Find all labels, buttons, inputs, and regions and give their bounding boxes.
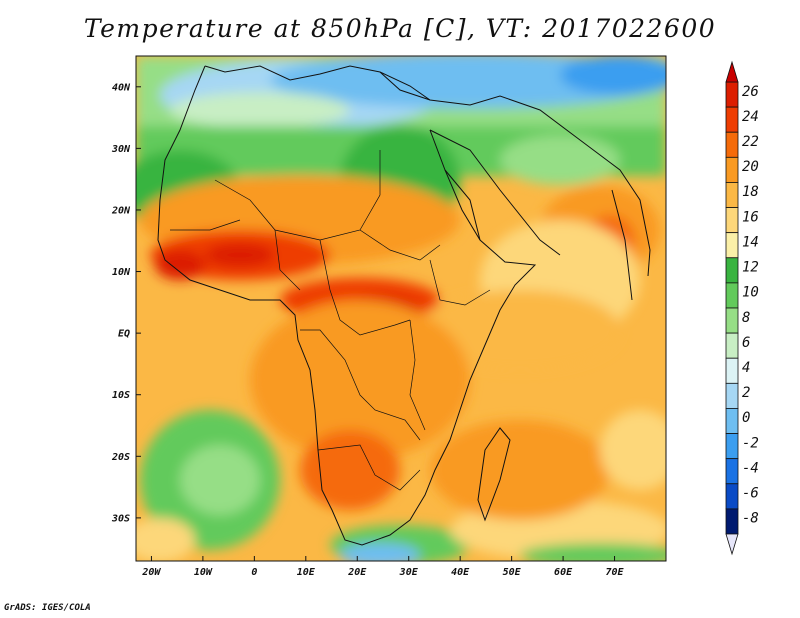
colorbar-label: 22 bbox=[742, 134, 759, 150]
colorbar-label: 6 bbox=[742, 335, 750, 351]
colorbar-under-triangle bbox=[725, 533, 739, 556]
colorbar-label: 10 bbox=[742, 285, 759, 301]
x-tick-label: 20E bbox=[347, 567, 367, 578]
colorbar-swatch bbox=[725, 408, 739, 434]
colorbar-label: -2 bbox=[742, 435, 759, 451]
colorbar-swatch bbox=[725, 458, 739, 485]
latitude-ticks: 40N 30N 20N 10N EQ 10S 20S 30S bbox=[111, 82, 141, 524]
colorbar-swatch bbox=[725, 508, 739, 535]
grads-footer: GrADS: IGES/COLA bbox=[4, 603, 91, 613]
colorbar-label: 16 bbox=[742, 209, 759, 225]
colorbar-label: 2 bbox=[742, 385, 750, 401]
x-tick-label: 20W bbox=[141, 567, 161, 578]
colorbar-label: 8 bbox=[742, 310, 750, 326]
colorbar-label: -8 bbox=[742, 511, 759, 527]
y-tick-label: 10N bbox=[112, 267, 131, 278]
x-tick-label: 40E bbox=[451, 567, 470, 578]
colorbar-over-triangle bbox=[725, 60, 739, 83]
y-tick-label: EQ bbox=[118, 329, 130, 340]
colorbar-swatch bbox=[725, 307, 739, 334]
x-tick-label: 50E bbox=[503, 567, 522, 578]
colorbar-swatch bbox=[725, 433, 739, 460]
x-tick-label: 10W bbox=[194, 567, 213, 578]
x-tick-label: 10E bbox=[297, 567, 316, 578]
colorbar-label: 26 bbox=[742, 84, 759, 100]
colorbar-swatch bbox=[725, 382, 739, 409]
colorbar-swatch bbox=[725, 156, 739, 183]
map-frame bbox=[135, 55, 667, 562]
map-title: Temperature at 850hPa [C], VT: 201702260… bbox=[83, 14, 717, 43]
y-tick-label: 10S bbox=[112, 390, 130, 401]
colorbar-swatch bbox=[725, 357, 739, 384]
colorbar-label: -6 bbox=[742, 486, 759, 502]
x-tick-label: 70E bbox=[606, 567, 625, 578]
colorbar-swatch bbox=[725, 332, 739, 359]
y-tick-label: 20S bbox=[111, 452, 130, 463]
x-tick-label: 30E bbox=[399, 567, 419, 578]
colorbar-label: 12 bbox=[742, 260, 759, 276]
colorbar-swatch bbox=[725, 182, 739, 208]
colorbar-label: 0 bbox=[742, 410, 750, 426]
colorbar-label: 24 bbox=[742, 109, 759, 125]
y-tick-label: 30N bbox=[111, 144, 131, 155]
colorbar-swatch bbox=[725, 207, 739, 234]
colorbar-label: -4 bbox=[742, 460, 759, 476]
x-tick-label: 60E bbox=[554, 567, 573, 578]
coastlines bbox=[157, 65, 651, 546]
colorbar-swatch bbox=[725, 282, 739, 309]
country-borders bbox=[170, 150, 491, 491]
temperature-field bbox=[136, 56, 666, 561]
colorbar-label: 4 bbox=[742, 360, 750, 376]
colorbar-swatch bbox=[725, 232, 739, 259]
longitude-ticks: 20W 10W 0 10E 20E 30E 40E 50E 60E 70E bbox=[141, 556, 625, 578]
colorbar-swatch bbox=[725, 81, 739, 108]
y-tick-label: 20N bbox=[111, 205, 131, 216]
colorbar-label: 18 bbox=[742, 184, 759, 200]
colorbar-swatch bbox=[725, 257, 739, 284]
colorbar-swatch bbox=[725, 483, 739, 510]
colorbar-label: 20 bbox=[742, 159, 759, 175]
colorbar-label: 14 bbox=[742, 234, 759, 250]
x-tick-label: 0 bbox=[251, 567, 257, 578]
colorbar-swatch bbox=[725, 131, 739, 158]
colorbar-swatch bbox=[725, 106, 739, 133]
y-tick-label: 40N bbox=[112, 82, 131, 93]
y-tick-label: 30S bbox=[111, 513, 130, 524]
